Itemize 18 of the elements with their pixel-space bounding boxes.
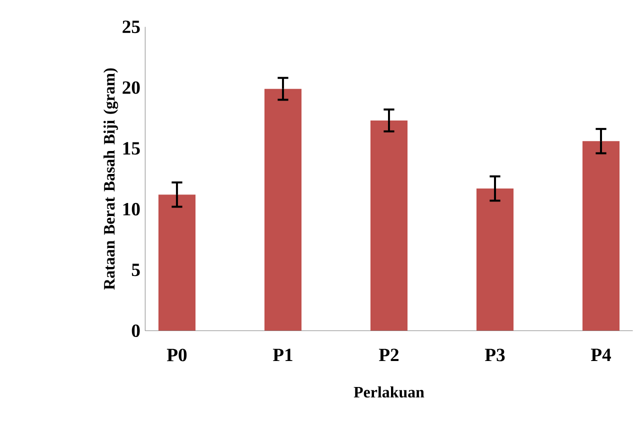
bar (370, 120, 408, 331)
x-tick-label: P1 (272, 348, 292, 362)
bar (582, 141, 620, 331)
x-axis-title: Perlakuan (354, 386, 424, 398)
x-tick-label: P3 (484, 348, 505, 362)
y-tick-label: 20 (122, 81, 140, 94)
y-tick-label: 5 (132, 264, 140, 276)
x-tick-label: P2 (378, 348, 399, 362)
bar (158, 194, 196, 331)
y-axis-title: Rataan Berat Basah Biji (gram) (103, 68, 118, 290)
x-tick-label: P0 (166, 348, 187, 362)
y-tick-label: 15 (123, 142, 140, 155)
y-tick-label: 25 (122, 20, 140, 34)
bar (476, 188, 514, 331)
bar (264, 88, 302, 331)
x-tick-label: P4 (590, 348, 611, 362)
y-tick-label: 0 (132, 324, 140, 338)
y-tick-label: 10 (123, 202, 140, 216)
